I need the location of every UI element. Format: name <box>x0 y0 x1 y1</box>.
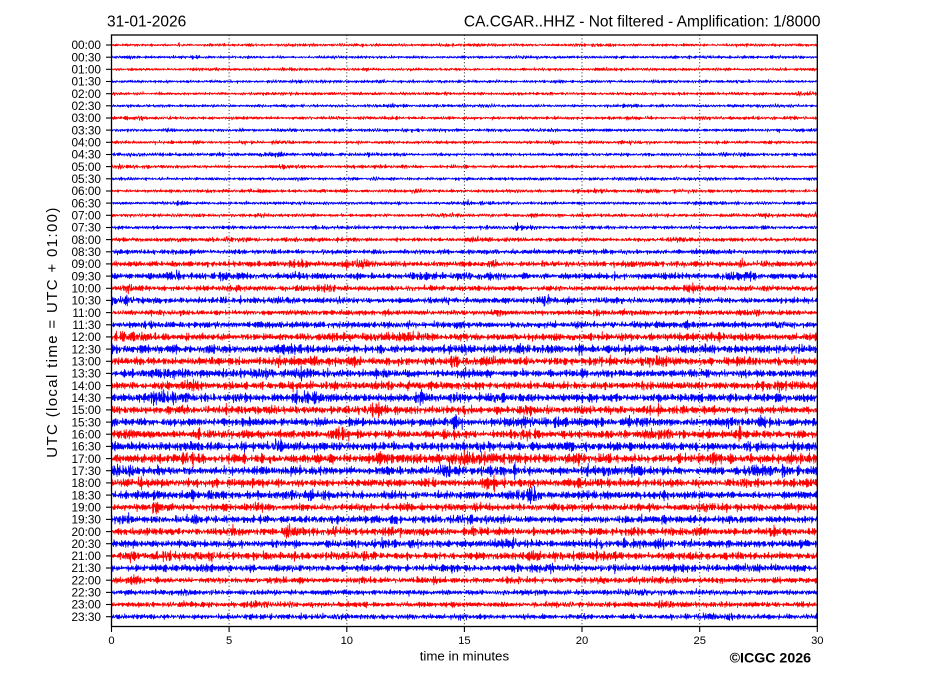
svg-text:21:30: 21:30 <box>71 561 101 575</box>
svg-text:04:30: 04:30 <box>71 148 101 162</box>
svg-text:17:30: 17:30 <box>71 464 101 478</box>
svg-text:11:30: 11:30 <box>72 318 101 332</box>
svg-text:15:30: 15:30 <box>71 415 101 429</box>
svg-text:04:00: 04:00 <box>71 136 101 150</box>
svg-text:03:00: 03:00 <box>71 111 101 125</box>
svg-text:10: 10 <box>341 635 353 647</box>
svg-text:14:30: 14:30 <box>71 391 101 405</box>
svg-text:16:30: 16:30 <box>71 440 101 454</box>
svg-text:02:00: 02:00 <box>71 87 101 101</box>
svg-text:07:00: 07:00 <box>71 209 101 223</box>
svg-text:©ICGC 2026: ©ICGC 2026 <box>730 651 812 667</box>
svg-text:25: 25 <box>693 635 705 647</box>
svg-text:0: 0 <box>108 635 114 647</box>
svg-text:09:30: 09:30 <box>71 269 101 283</box>
svg-text:19:30: 19:30 <box>71 513 101 527</box>
svg-text:18:00: 18:00 <box>71 476 101 490</box>
svg-text:00:00: 00:00 <box>71 38 101 52</box>
svg-text:10:00: 10:00 <box>71 282 101 296</box>
svg-text:22:30: 22:30 <box>71 586 101 600</box>
svg-text:30: 30 <box>811 635 823 647</box>
svg-text:15: 15 <box>458 635 470 647</box>
svg-text:06:30: 06:30 <box>71 196 101 210</box>
svg-text:07:30: 07:30 <box>71 221 101 235</box>
svg-text:time in minutes: time in minutes <box>420 649 510 664</box>
svg-text:10:30: 10:30 <box>71 294 101 308</box>
svg-text:23:00: 23:00 <box>71 598 101 612</box>
svg-text:12:00: 12:00 <box>71 330 101 344</box>
svg-text:13:30: 13:30 <box>71 367 101 381</box>
svg-text:5: 5 <box>226 635 232 647</box>
svg-text:19:00: 19:00 <box>71 500 101 514</box>
svg-text:08:00: 08:00 <box>71 233 101 247</box>
svg-text:20:30: 20:30 <box>71 537 101 551</box>
svg-text:05:00: 05:00 <box>71 160 101 174</box>
svg-text:01:30: 01:30 <box>71 75 101 89</box>
svg-text:08:30: 08:30 <box>71 245 101 259</box>
svg-text:05:30: 05:30 <box>71 172 101 186</box>
svg-text:11:00: 11:00 <box>72 306 101 320</box>
svg-text:31-01-2026: 31-01-2026 <box>107 13 186 30</box>
svg-text:18:30: 18:30 <box>71 488 101 502</box>
svg-text:20: 20 <box>576 635 588 647</box>
svg-text:00:30: 00:30 <box>71 50 101 64</box>
svg-text:02:30: 02:30 <box>71 99 101 113</box>
svg-text:15:00: 15:00 <box>71 403 101 417</box>
svg-text:12:30: 12:30 <box>71 342 101 356</box>
svg-text:CA.CGAR..HHZ - Not filtered -: CA.CGAR..HHZ - Not filtered - Amplificat… <box>464 13 821 30</box>
svg-text:14:00: 14:00 <box>71 379 101 393</box>
svg-text:03:30: 03:30 <box>71 123 101 137</box>
svg-text:06:00: 06:00 <box>71 184 101 198</box>
svg-text:20:00: 20:00 <box>71 525 101 539</box>
svg-text:23:30: 23:30 <box>71 610 101 624</box>
svg-text:01:00: 01:00 <box>71 63 101 77</box>
svg-text:UTC (local time = UTC + 01:00): UTC (local time = UTC + 01:00) <box>44 206 61 457</box>
svg-text:22:00: 22:00 <box>71 573 101 587</box>
svg-text:16:00: 16:00 <box>71 427 101 441</box>
svg-text:13:00: 13:00 <box>71 355 101 369</box>
svg-text:21:00: 21:00 <box>71 549 101 563</box>
svg-text:17:00: 17:00 <box>71 452 101 466</box>
svg-text:09:00: 09:00 <box>71 257 101 271</box>
